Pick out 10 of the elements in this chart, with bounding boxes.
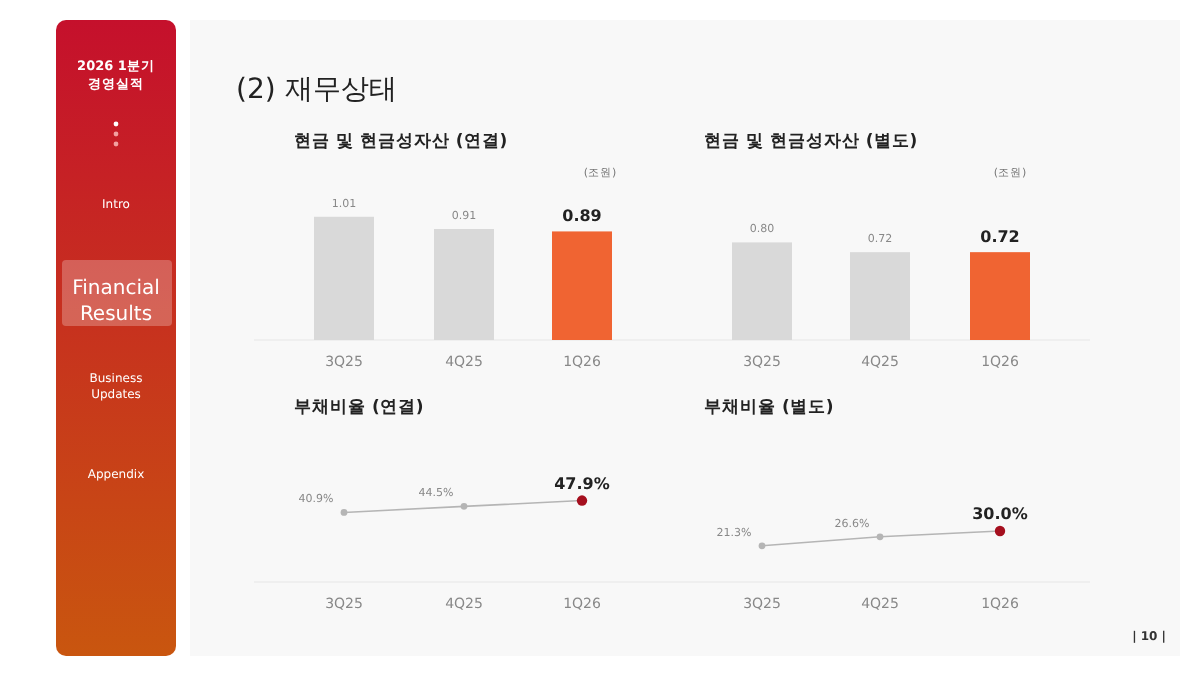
chart-title: 부채비율 (별도) [704,398,834,418]
text: Financial Results [72,278,160,326]
chart-title: 현금 및 현금성자산 (연결) [294,132,508,152]
text: (2) 재무상태 [236,74,397,106]
data-label: 0.72 [980,228,1020,247]
chart-title: 현금 및 현금성자산 (별도) [704,132,918,152]
data-label: 47.9% [554,474,610,493]
chart-title: 부채비율 (연결) [294,398,424,418]
data-label: 30.0% [972,505,1028,523]
data-label: 0.89 [562,207,603,226]
